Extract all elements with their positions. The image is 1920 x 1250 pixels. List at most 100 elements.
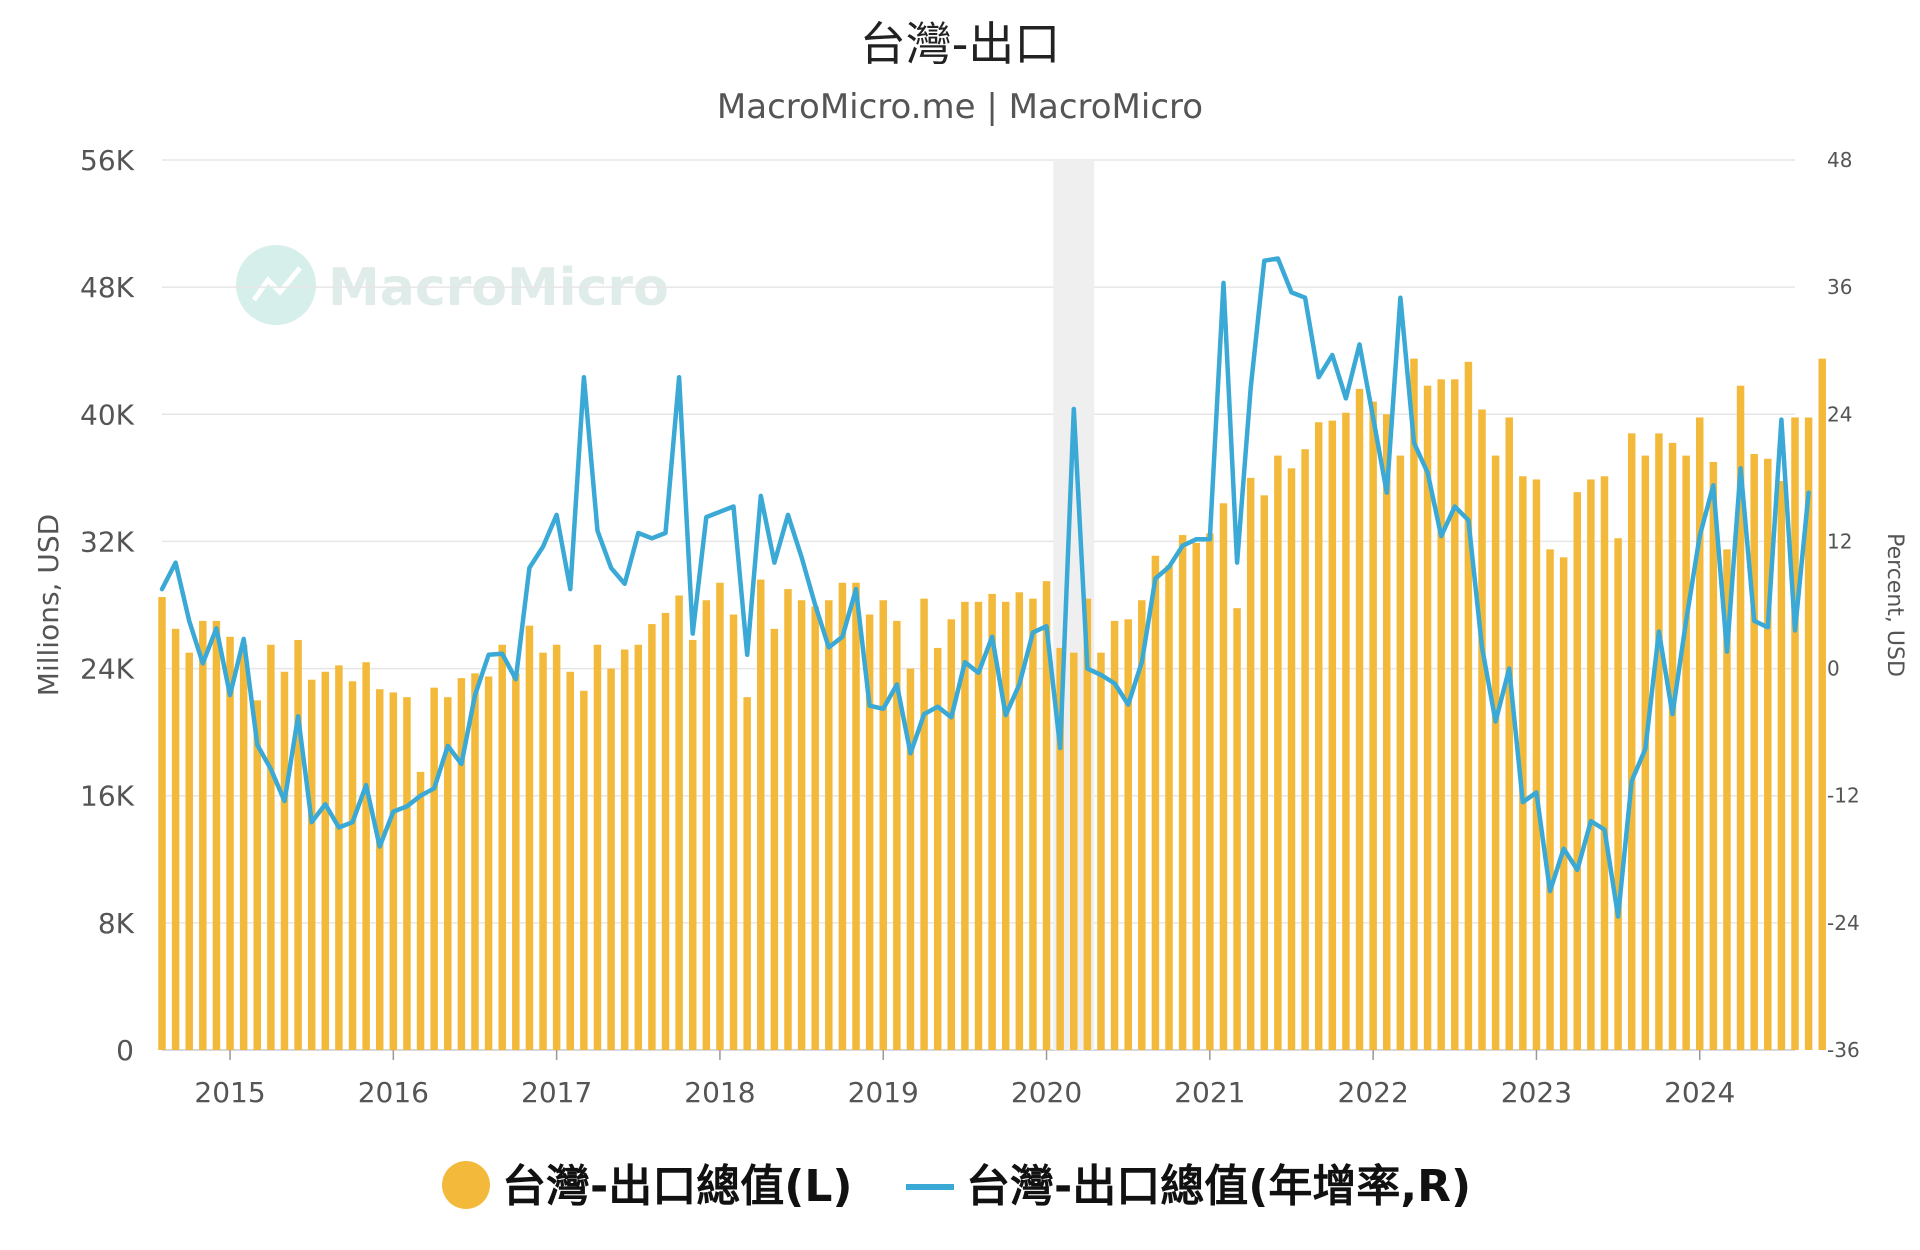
- bar: [770, 628, 779, 1050]
- bar: [1355, 388, 1364, 1050]
- x-tick-label: 2015: [194, 1076, 265, 1109]
- bar: [1437, 379, 1445, 1051]
- bar: [648, 624, 656, 1050]
- bar: [552, 644, 561, 1050]
- bar: [811, 606, 819, 1050]
- bar: [444, 697, 452, 1050]
- x-tick-label: 2024: [1664, 1076, 1735, 1109]
- bar: [525, 625, 534, 1050]
- bar: [607, 668, 615, 1050]
- bar: [375, 689, 384, 1050]
- bar: [512, 673, 520, 1050]
- bar: [1001, 601, 1010, 1050]
- bar: [1600, 476, 1609, 1051]
- bar: [1464, 361, 1473, 1050]
- watermark-icon-line: [251, 266, 302, 302]
- legend: 台灣-出口總值(L) 台灣-出口總值(年增率,R): [442, 1161, 1471, 1212]
- bar: [906, 668, 915, 1050]
- bar: [253, 700, 262, 1050]
- bar: [1695, 417, 1704, 1050]
- bar: [1559, 557, 1568, 1050]
- bar: [457, 678, 466, 1050]
- bar: [797, 600, 806, 1050]
- bar: [1804, 417, 1813, 1050]
- bar: [1206, 533, 1214, 1050]
- y-tick-left: 8K: [98, 907, 135, 940]
- bar: [825, 600, 833, 1050]
- bar: [1369, 401, 1377, 1051]
- bar: [865, 614, 874, 1050]
- y-tick-right: 48: [1827, 148, 1852, 172]
- bar: [212, 620, 221, 1050]
- bar: [784, 589, 792, 1050]
- y-tick-left: 40K: [80, 398, 135, 431]
- bar: [1383, 414, 1391, 1050]
- bar: [634, 644, 643, 1050]
- bar: [199, 620, 207, 1050]
- left-axis-ticks: 0 8K 16K 24K 32K 40K 48K 56K: [80, 144, 135, 1067]
- bar: [1029, 598, 1037, 1050]
- x-tick-label: 2022: [1338, 1076, 1409, 1109]
- y-tick-right: -12: [1827, 784, 1860, 808]
- bar: [539, 652, 547, 1050]
- bar: [1573, 492, 1582, 1050]
- bar: [1015, 592, 1024, 1050]
- x-tick-label: 2018: [684, 1076, 755, 1109]
- y-tick-left: 32K: [80, 525, 135, 558]
- right-axis-ticks: -36 -24 -12 0 12 24 36 48: [1827, 148, 1860, 1062]
- bar: [1260, 495, 1269, 1050]
- bar: [974, 601, 983, 1050]
- bar: [1750, 454, 1758, 1051]
- bar: [1736, 385, 1745, 1050]
- bar: [743, 697, 751, 1050]
- bar: [1627, 433, 1636, 1050]
- watermark-logo: MacroMicro: [236, 245, 669, 325]
- x-tick-label: 2023: [1501, 1076, 1572, 1109]
- legend-item-bar[interactable]: 台灣-出口總值(L): [442, 1161, 853, 1212]
- bar: [1165, 565, 1173, 1050]
- bar: [362, 662, 370, 1050]
- x-tick-label: 2021: [1174, 1076, 1245, 1109]
- legend-item-line[interactable]: 台灣-出口總值(年增率,R): [906, 1161, 1471, 1212]
- bar: [1682, 455, 1690, 1050]
- y-tick-right: 24: [1827, 402, 1852, 426]
- bar: [348, 681, 357, 1050]
- bar: [321, 671, 330, 1050]
- y-tick-right: -36: [1827, 1038, 1860, 1062]
- bar: [1070, 652, 1078, 1050]
- series-line: [159, 256, 1811, 919]
- bar: [757, 579, 765, 1050]
- legend-label-bar: 台灣-出口總值(L): [502, 1161, 853, 1212]
- bar: [961, 601, 969, 1050]
- bar: [1451, 379, 1459, 1051]
- bar: [1396, 455, 1405, 1050]
- bar: [1614, 538, 1622, 1050]
- bar: [729, 614, 738, 1050]
- x-tick-label: 2020: [1011, 1076, 1082, 1109]
- bar: [1233, 608, 1241, 1050]
- bar: [1410, 358, 1418, 1050]
- y-tick-left: 48K: [80, 271, 135, 304]
- bar: [267, 644, 275, 1050]
- bar: [1301, 449, 1309, 1050]
- bar: [1192, 543, 1200, 1050]
- bar: [688, 639, 697, 1050]
- bar: [593, 644, 602, 1050]
- bar: [1723, 549, 1731, 1050]
- y-axis-right-title: Percent, USD: [1882, 533, 1907, 677]
- bar: [838, 582, 847, 1050]
- bar: [403, 697, 411, 1050]
- bar: [1532, 479, 1541, 1051]
- bar: [675, 595, 683, 1050]
- bar: [580, 690, 588, 1050]
- chart-subtitle: MacroMicro.me | MacroMicro: [717, 87, 1203, 127]
- bar: [1314, 422, 1323, 1050]
- bar: [416, 771, 425, 1050]
- y-tick-right: 12: [1827, 529, 1852, 553]
- bar: [1587, 479, 1595, 1051]
- y-tick-left: 16K: [80, 780, 135, 813]
- bar: [1777, 481, 1786, 1050]
- bar: [947, 619, 956, 1050]
- bar: [307, 679, 316, 1050]
- chart-title: 台灣-出口: [860, 17, 1061, 71]
